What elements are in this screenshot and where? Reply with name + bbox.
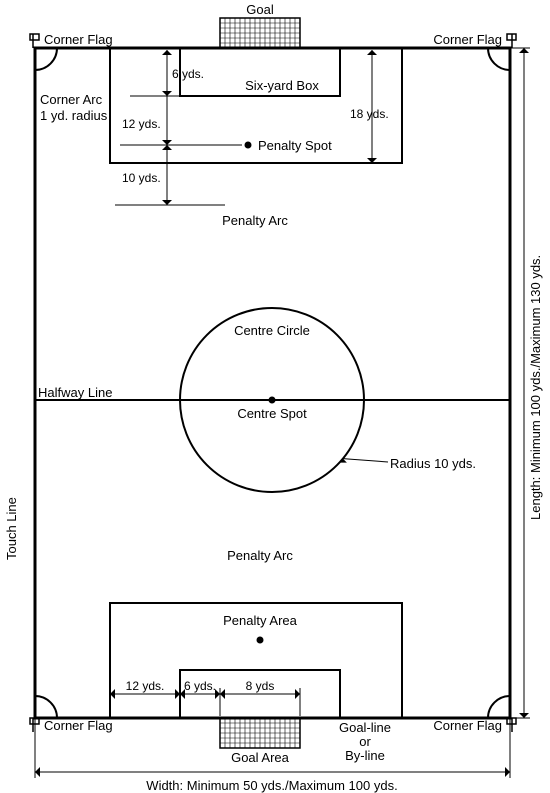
dim-18yds-top: 18 yds.	[350, 107, 389, 121]
label-touch-line: Touch Line	[4, 497, 19, 560]
label-length: Length: Minimum 100 yds./Maximum 130 yds…	[528, 255, 543, 520]
label-centre-circle: Centre Circle	[234, 323, 310, 338]
label-corner-flag-tl: Corner Flag	[44, 32, 113, 47]
label-width: Width: Minimum 50 yds./Maximum 100 yds.	[146, 778, 397, 793]
label-goal-top: Goal	[246, 2, 274, 17]
corner-flag-tr	[507, 34, 516, 48]
label-corner-flag-br: Corner Flag	[433, 718, 502, 733]
corner-flag-br	[507, 718, 516, 732]
penalty-spot-bottom	[257, 637, 264, 644]
corner-arc-br	[488, 696, 510, 718]
label-corner-arc-sub: 1 yd. radius	[40, 108, 108, 123]
label-corner-arc: Corner Arc	[40, 92, 103, 107]
dim-6yds-top: 6 yds.	[172, 67, 204, 81]
label-goal-area: Goal Area	[231, 750, 290, 765]
label-penalty-arc-bottom: Penalty Arc	[227, 548, 293, 563]
dim-6yds-bottom: 6 yds.	[184, 679, 216, 693]
label-centre-spot: Centre Spot	[237, 406, 307, 421]
goal-top	[220, 18, 300, 48]
dim-12yds-bottom: 12 yds.	[126, 679, 165, 693]
label-corner-flag-bl: Corner Flag	[44, 718, 113, 733]
dim-8yds-bottom: 8 yds	[246, 679, 275, 693]
dim-12yds-top: 12 yds.	[122, 117, 161, 131]
label-penalty-arc-top: Penalty Arc	[222, 213, 288, 228]
corner-flag-tl	[30, 34, 39, 48]
goal-bottom	[220, 718, 300, 748]
label-halfway-line: Halfway Line	[38, 385, 112, 400]
label-penalty-spot-top: Penalty Spot	[258, 138, 332, 153]
label-corner-flag-tr: Corner Flag	[433, 32, 502, 47]
label-penalty-area: Penalty Area	[223, 613, 297, 628]
corner-arc-bl	[35, 696, 57, 718]
corner-arc-tr	[488, 48, 510, 70]
centre-spot	[269, 397, 276, 404]
label-by-line: By-line	[345, 748, 385, 763]
corner-arc-tl	[35, 48, 57, 70]
penalty-spot-top	[245, 142, 252, 149]
dim-10yds-top: 10 yds.	[122, 171, 161, 185]
label-six-yard-box: Six-yard Box	[245, 78, 319, 93]
label-goal-line: Goal-line	[339, 720, 391, 735]
label-radius-10: Radius 10 yds.	[390, 456, 476, 471]
label-or: or	[359, 734, 371, 749]
